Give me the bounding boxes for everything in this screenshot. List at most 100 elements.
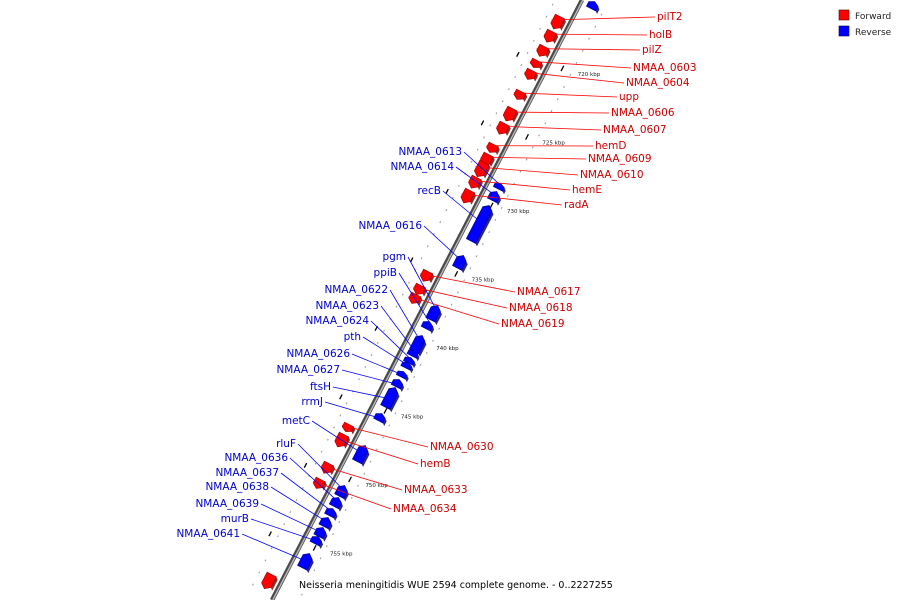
forward-gene[interactable]	[535, 43, 552, 60]
gene-label[interactable]: NMAA_0609	[588, 153, 652, 165]
reverse-gene[interactable]	[425, 303, 445, 326]
gene-label[interactable]: pth	[344, 331, 361, 343]
gene-label[interactable]: metC	[282, 415, 310, 427]
reverse-gene[interactable]	[465, 203, 496, 247]
gene-label[interactable]: NMAA_0604	[626, 77, 690, 89]
leader-line	[413, 286, 508, 309]
forward-gene[interactable]	[529, 57, 544, 71]
forward-gene[interactable]	[495, 120, 512, 138]
forward-gene[interactable]	[485, 141, 501, 156]
gene-label[interactable]: pgm	[382, 251, 406, 263]
reverse-gene[interactable]	[328, 495, 345, 512]
minor-tick	[588, 37, 590, 40]
gene-label[interactable]: NMAA_0617	[517, 286, 581, 298]
gene-label[interactable]: NMAA_0626	[286, 348, 350, 360]
gene-label[interactable]: murB	[221, 513, 249, 525]
legend-forward-swatch	[838, 9, 850, 21]
backbone-highlight	[272, 0, 584, 600]
minor-tick	[470, 160, 473, 163]
reverse-gene[interactable]	[585, 0, 601, 14]
minor-tick	[544, 122, 547, 125]
forward-gene[interactable]	[501, 105, 519, 124]
gene-label[interactable]: NMAA_0603	[633, 62, 697, 74]
gene-label[interactable]: NMAA_0634	[393, 503, 457, 515]
minor-tick	[469, 267, 472, 270]
gene-label[interactable]: hemB	[420, 458, 451, 470]
forward-gene[interactable]	[459, 187, 477, 206]
gene-label[interactable]: NMAA_0610	[580, 169, 644, 181]
gene-label[interactable]: pilT2	[657, 11, 683, 23]
gene-top-face	[389, 393, 400, 413]
reverse-gene[interactable]	[400, 360, 415, 374]
gene-label[interactable]: NMAA_0637	[215, 467, 279, 479]
gene-label[interactable]: NMAA_0616	[358, 220, 422, 232]
minor-tick	[364, 366, 367, 369]
gene-label[interactable]: NMAA_0638	[205, 481, 269, 493]
leader-line	[280, 472, 337, 516]
tick-mark	[383, 407, 388, 414]
gene-label[interactable]: NMAA_0633	[404, 484, 468, 496]
gene-top-face	[418, 341, 427, 357]
minor-tick	[357, 484, 359, 487]
leader-line	[389, 289, 424, 347]
gene-label[interactable]: hemE	[572, 184, 602, 196]
gene-label[interactable]: NMAA_0618	[509, 302, 573, 314]
minor-tick	[594, 25, 597, 28]
reverse-gene[interactable]	[403, 355, 418, 369]
gene-label[interactable]: radA	[564, 199, 589, 211]
forward-gene[interactable]	[467, 174, 484, 192]
gene-label[interactable]: rluF	[276, 438, 296, 450]
tick-mark	[339, 394, 343, 400]
minor-tick	[326, 438, 329, 441]
reverse-gene[interactable]	[324, 506, 340, 521]
minor-tick	[325, 545, 328, 548]
reverse-gene[interactable]	[297, 551, 317, 574]
forward-gene[interactable]	[549, 13, 567, 32]
gene-label[interactable]: NMAA_0613	[398, 146, 462, 158]
tick-label: 750 kbp	[365, 483, 388, 489]
forward-gene[interactable]	[260, 571, 279, 592]
minor-tick	[345, 402, 348, 405]
gene-label[interactable]: NMAA_0619	[501, 318, 565, 330]
reverse-gene[interactable]	[492, 181, 507, 195]
gene-body	[312, 476, 326, 489]
forward-gene[interactable]	[419, 268, 436, 285]
gene-label[interactable]: NMAA_0623	[315, 300, 379, 312]
tick-label: 735 kbp	[472, 277, 495, 283]
forward-gene[interactable]	[542, 28, 559, 46]
gene-label[interactable]: hemD	[595, 140, 626, 152]
forward-gene[interactable]	[512, 88, 528, 103]
gene-top-face	[400, 384, 405, 392]
gene-label[interactable]: NMAA_0624	[305, 315, 369, 327]
reverse-gene[interactable]	[334, 483, 352, 502]
gene-top-face	[539, 62, 544, 71]
gene-label[interactable]: NMAA_0627	[276, 364, 340, 376]
gene-label[interactable]: NMAA_0630	[430, 441, 494, 453]
reverse-gene[interactable]	[318, 515, 335, 532]
gene-label[interactable]: ppiB	[374, 267, 397, 279]
leader-line	[297, 443, 348, 494]
gene-top-face	[553, 33, 559, 44]
gene-top-face	[512, 110, 519, 123]
minor-tick	[531, 146, 534, 149]
gene-label[interactable]: upp	[619, 91, 639, 103]
leader-line	[524, 71, 625, 84]
gene-label[interactable]: recB	[417, 185, 441, 197]
gene-label[interactable]: NMAA_0641	[176, 528, 240, 540]
forward-gene[interactable]	[333, 431, 351, 450]
gene-label[interactable]: rrmJ	[301, 396, 323, 408]
reverse-gene[interactable]	[452, 253, 471, 274]
gene-label[interactable]: pilZ	[642, 44, 662, 56]
gene-label[interactable]: ftsH	[310, 381, 331, 393]
gene-label[interactable]: NMAA_0607	[603, 124, 667, 136]
gene-label[interactable]: NMAA_0639	[195, 498, 259, 510]
gene-label[interactable]: NMAA_0636	[224, 452, 288, 464]
gene-label[interactable]: NMAA_0622	[324, 284, 388, 296]
forward-gene[interactable]	[523, 67, 539, 83]
leader-line	[321, 465, 403, 491]
reverse-gene[interactable]	[352, 443, 373, 467]
gene-label[interactable]: holB	[649, 29, 672, 41]
gene-label[interactable]: NMAA_0606	[611, 107, 675, 119]
gene-label[interactable]: NMAA_0614	[390, 161, 454, 173]
